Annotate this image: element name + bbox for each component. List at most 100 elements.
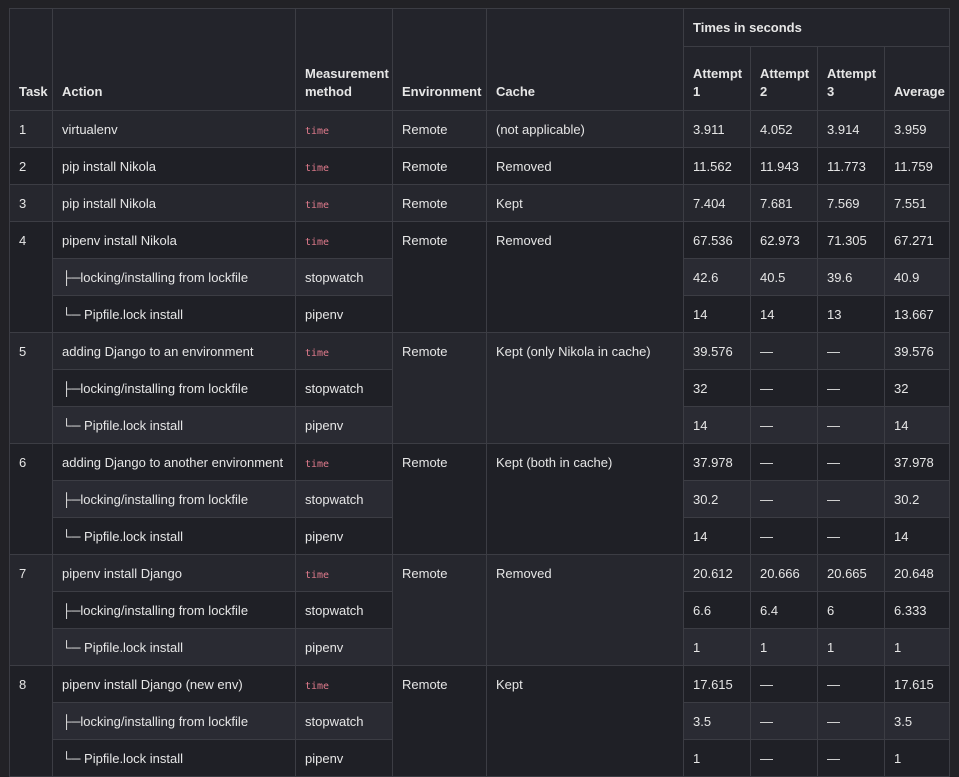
cell-attempt-3: —: [817, 702, 885, 740]
cell-attempt-1: 32: [683, 369, 751, 407]
cell-method: stopwatch: [295, 369, 393, 407]
cell-action: ├─locking/installing from lockfile: [52, 480, 296, 518]
cell-attempt-1: 3.5: [683, 702, 751, 740]
cell-cache: (not applicable): [486, 110, 684, 148]
cell-action: adding Django to another environment: [52, 443, 296, 481]
cell-action: └─ Pipfile.lock install: [52, 739, 296, 777]
cell-attempt-1: 14: [683, 406, 751, 444]
table-row: 5 adding Django to an environment time R…: [9, 332, 951, 444]
cell-environment: Remote: [392, 147, 487, 185]
cell-average: 39.576: [883, 332, 951, 370]
cell-attempt-1: 42.6: [683, 258, 751, 296]
cell-method: pipenv: [295, 517, 393, 555]
method-code: time: [305, 680, 330, 692]
cell-method: pipenv: [295, 406, 393, 444]
cell-action: pipenv install Nikola: [52, 221, 296, 259]
cell-attempt-3: —: [817, 332, 885, 370]
method-code: time: [305, 236, 330, 248]
cell-task: 6: [9, 443, 53, 555]
cell-method: time: [295, 184, 393, 222]
cell-attempt-1: 6.6: [683, 591, 751, 629]
header-times-in-seconds: Times in seconds: [682, 8, 951, 47]
cell-average: 13.667: [883, 295, 951, 333]
cell-action: pipenv install Django: [52, 554, 296, 592]
cell-attempt-3: 3.914: [817, 110, 885, 148]
cell-attempt-2: 7.681: [750, 184, 818, 222]
cell-attempt-2: —: [750, 517, 818, 555]
cell-environment: Remote: [392, 110, 487, 148]
cell-action: └─ Pipfile.lock install: [52, 406, 296, 444]
cell-attempt-2: 62.973: [750, 221, 818, 259]
cell-attempt-2: —: [750, 332, 818, 370]
cell-attempt-2: —: [750, 739, 818, 777]
header-environment: Environment: [392, 8, 487, 111]
cell-attempt-2: 6.4: [750, 591, 818, 629]
cell-action: adding Django to an environment: [52, 332, 296, 370]
cell-attempt-2: —: [750, 480, 818, 518]
cell-method: time: [295, 665, 393, 703]
cell-average: 40.9: [883, 258, 951, 296]
cell-attempt-3: —: [817, 665, 885, 703]
cell-average: 67.271: [883, 221, 951, 259]
cell-action: └─ Pipfile.lock install: [52, 295, 296, 333]
table-row: 7 pipenv install Django time Remote Remo…: [9, 554, 951, 666]
cell-attempt-3: —: [817, 443, 885, 481]
cell-action: pipenv install Django (new env): [52, 665, 296, 703]
cell-method: time: [295, 147, 393, 185]
cell-average: 11.759: [883, 147, 951, 185]
cell-method: pipenv: [295, 739, 393, 777]
cell-task: 1: [9, 110, 53, 148]
cell-average: 20.648: [883, 554, 951, 592]
cell-method: pipenv: [295, 295, 393, 333]
cell-attempt-3: —: [817, 406, 885, 444]
cell-task: 7: [9, 554, 53, 666]
cell-cache: Kept: [486, 665, 684, 777]
cell-method: time: [295, 554, 393, 592]
cell-average: 3.5: [883, 702, 951, 740]
cell-task: 4: [9, 221, 53, 333]
cell-method: time: [295, 221, 393, 259]
header-task: Task: [9, 8, 53, 111]
cell-average: 6.333: [883, 591, 951, 629]
cell-method: time: [295, 110, 393, 148]
cell-task: 2: [9, 147, 53, 185]
cell-attempt-2: —: [750, 369, 818, 407]
timing-table: Task Action Measurement method Environme…: [9, 8, 951, 777]
cell-attempt-2: —: [750, 665, 818, 703]
cell-environment: Remote: [392, 332, 487, 444]
cell-attempt-3: 11.773: [817, 147, 885, 185]
table-row: 2 pip install Nikola time Remote Removed…: [9, 147, 951, 185]
cell-average: 3.959: [883, 110, 951, 148]
cell-attempt-3: —: [817, 517, 885, 555]
cell-average: 30.2: [883, 480, 951, 518]
cell-attempt-1: 11.562: [683, 147, 751, 185]
header-attempt-1: Attempt 1: [683, 46, 751, 111]
cell-method: time: [295, 443, 393, 481]
cell-cache: Kept: [486, 184, 684, 222]
cell-environment: Remote: [392, 665, 487, 777]
cell-attempt-1: 7.404: [683, 184, 751, 222]
cell-method: stopwatch: [295, 591, 393, 629]
cell-attempt-3: 39.6: [817, 258, 885, 296]
table-row: 4 pipenv install Nikola time Remote Remo…: [9, 221, 951, 333]
cell-attempt-3: —: [817, 480, 885, 518]
cell-action: ├─locking/installing from lockfile: [52, 369, 296, 407]
header-measurement-method: Measurement method: [295, 8, 393, 111]
cell-attempt-3: 13: [817, 295, 885, 333]
cell-action: virtualenv: [52, 110, 296, 148]
cell-attempt-3: —: [817, 369, 885, 407]
cell-attempt-3: 20.665: [817, 554, 885, 592]
cell-attempt-1: 20.612: [683, 554, 751, 592]
cell-average: 14: [883, 517, 951, 555]
cell-attempt-2: 40.5: [750, 258, 818, 296]
cell-action: pip install Nikola: [52, 184, 296, 222]
cell-attempt-3: 1: [817, 628, 885, 666]
table-row: 6 adding Django to another environment t…: [9, 443, 951, 555]
cell-cache: Removed: [486, 221, 684, 333]
cell-attempt-1: 67.536: [683, 221, 751, 259]
method-code: time: [305, 162, 330, 174]
cell-average: 1: [883, 628, 951, 666]
cell-attempt-2: 20.666: [750, 554, 818, 592]
cell-cache: Removed: [486, 147, 684, 185]
cell-average: 7.551: [883, 184, 951, 222]
